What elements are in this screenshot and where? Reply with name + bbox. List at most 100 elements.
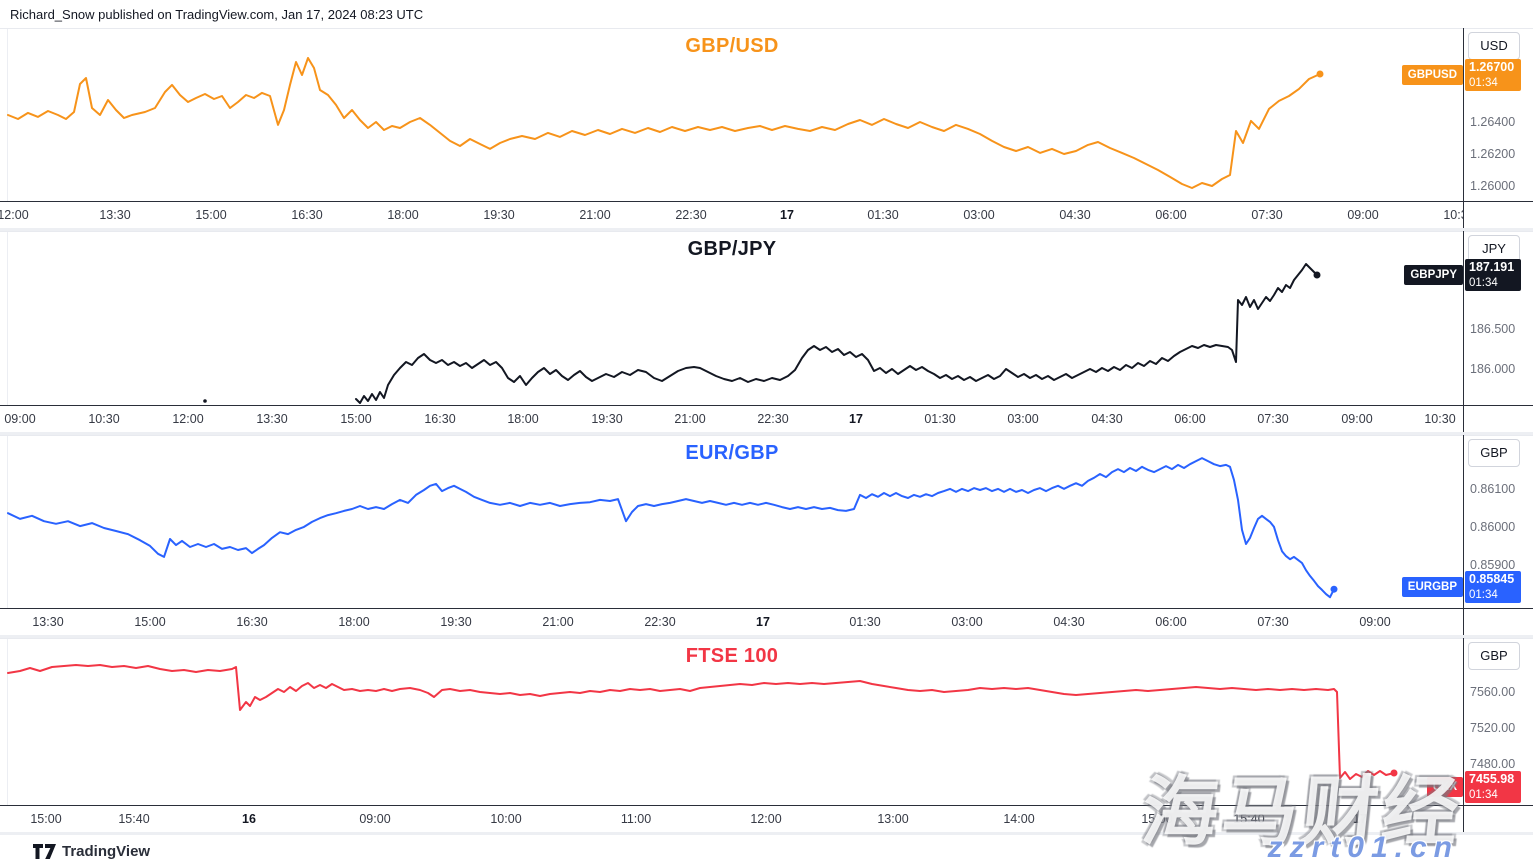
symbol-price-tag: UKX	[1426, 776, 1463, 797]
time-axis-label: 16:30	[424, 412, 456, 426]
last-price: 7455.98	[1469, 771, 1515, 786]
countdown-timer: 01:34	[1469, 788, 1498, 801]
time-axis-label: 16	[242, 812, 256, 826]
time-axis-label: 16:30	[291, 208, 323, 222]
price-axis-line	[1463, 638, 1464, 832]
time-axis-label: 10:30	[88, 412, 120, 426]
panel-gbpjpy: GBP/JPY 186.500 186.000 JPY GBPJPY 187.19…	[0, 231, 1533, 436]
time-axis-label: 13:30	[32, 615, 64, 629]
time-axis-label: 22:30	[757, 412, 789, 426]
currency-badge: GBP	[1468, 642, 1520, 670]
time-axis-label: 15:00	[134, 615, 166, 629]
time-axis-label: 10:30	[1424, 412, 1456, 426]
time-axis[interactable]: 15:00 15:40 16 09:00 10:00 11:00 12:00 13:00 14:…	[0, 805, 1533, 836]
last-price-tag: 0.85845 01:34	[1465, 570, 1521, 603]
time-axis-label: 14:00	[1003, 812, 1035, 826]
time-axis[interactable]: 12:00 13:30 15:00 16:30 18:00 19:30 21:00 22:30…	[0, 201, 1533, 232]
countdown-timer: 01:34	[1469, 77, 1498, 89]
time-axis-label: 22:30	[675, 208, 707, 222]
price-line-chart	[203, 263, 1321, 404]
chart-plot-area[interactable]: GBP/JPY 186.500 186.000 JPY GBPJPY 187.19…	[0, 231, 1533, 405]
price-axis-label: 7480.00	[1470, 757, 1516, 771]
time-axis-label: 01:30	[867, 208, 899, 222]
price-axis-label: 7520.00	[1470, 721, 1516, 735]
price-axis-line	[1463, 28, 1464, 228]
symbol-price-tag: EURGBP	[1401, 576, 1463, 597]
time-axis-label: 09:00	[1347, 208, 1379, 222]
price-axis-label: 186.000	[1470, 362, 1516, 376]
last-price-dot	[1313, 271, 1321, 279]
time-axis-label: 06:00	[1155, 615, 1187, 629]
price-line-chart	[7, 457, 1338, 599]
time-axis-label: 21:00	[674, 412, 706, 426]
last-price-dot	[1390, 769, 1398, 777]
price-axis-label: 1.26000	[1470, 179, 1516, 193]
panel-title: GBP/USD	[685, 35, 779, 57]
currency-badge: JPY	[1468, 235, 1520, 263]
time-axis[interactable]: 13:30 15:00 16:30 18:00 19:30 21:00 22:30 17 01:…	[0, 608, 1533, 639]
chart-plot-area[interactable]: FTSE 100 7560.00 7520.00 7480.00 GBP UKX 7…	[0, 638, 1533, 805]
currency-badge: GBP	[1468, 439, 1520, 467]
countdown-timer: 01:34	[1469, 588, 1498, 601]
price-axis-line	[1463, 435, 1464, 635]
time-axis-label: 01:30	[924, 412, 956, 426]
time-axis-label: 07:30	[1257, 412, 1289, 426]
time-axis-label: 07:30	[1251, 208, 1283, 222]
panel-title: FTSE 100	[685, 645, 779, 667]
chart-plot-area[interactable]: EUR/GBP 0.86100 0.86000 0.85900 GBP EURGBP…	[0, 435, 1533, 608]
time-axis-label: 06:00	[1174, 412, 1206, 426]
tradingview-logo-icon[interactable]	[33, 844, 56, 859]
last-price-tag: 1.26700 01:34	[1465, 59, 1521, 91]
time-axis-label: 19:30	[440, 615, 472, 629]
symbol-price-tag: GBPUSD	[1401, 65, 1463, 85]
symbol-price-tag: GBPJPY	[1404, 264, 1463, 285]
time-axis-label: 03:00	[1007, 412, 1039, 426]
price-axis-label: 0.85900	[1470, 558, 1516, 572]
time-axis-label: 07:30	[1257, 615, 1289, 629]
time-axis-label: 17	[849, 412, 863, 426]
countdown-timer: 01:34	[1469, 276, 1498, 289]
time-axis-label: 15:40	[118, 812, 150, 826]
price-axis-label: 186.500	[1470, 322, 1516, 336]
time-axis-labels: 12:00 13:30 15:00 16:30 18:00 19:30 21:00 22:30…	[0, 202, 1464, 228]
publish-header: Richard_Snow published on TradingView.co…	[0, 0, 1533, 28]
time-axis-label: 21:00	[542, 615, 574, 629]
time-axis-label: 18:00	[507, 412, 539, 426]
time-axis-label: 09:00	[1359, 615, 1391, 629]
panel-eurgbp: EUR/GBP 0.86100 0.86000 0.85900 GBP EURGBP…	[0, 435, 1533, 639]
time-axis-label: 01:30	[849, 615, 881, 629]
time-axis-label: 11:00	[620, 812, 652, 826]
price-axis-label: 0.86100	[1470, 482, 1516, 496]
time-axis-labels: 09:00 10:30 12:00 13:30 15:00 16:30 18:00 19:30…	[0, 406, 1464, 432]
time-axis-label: 04:30	[1091, 412, 1123, 426]
time-axis-label: 12:00	[172, 412, 204, 426]
price-axis-label: 7560.00	[1470, 685, 1516, 699]
time-axis[interactable]: 09:00 10:30 12:00 13:30 15:00 16:30 18:00 19:30…	[0, 405, 1533, 436]
watermark-site-url: zzrt01.cn	[1267, 831, 1459, 864]
last-price-tag: 7455.98 01:34	[1465, 770, 1521, 803]
last-price-dot	[1316, 70, 1324, 78]
time-axis-label: 13:30	[256, 412, 288, 426]
time-axis-label: 18:00	[387, 208, 419, 222]
time-axis-label: 09:00	[359, 812, 391, 826]
time-axis-labels: 15:00 15:40 16 09:00 10:00 11:00 12:00 13:00 14:…	[0, 806, 1464, 832]
price-axis-label: 1.26400	[1470, 115, 1516, 129]
isolated-data-point	[203, 399, 207, 403]
time-axis-label: 04:30	[1053, 615, 1085, 629]
tradingview-brand-text[interactable]: TradingView	[62, 843, 151, 860]
time-axis-label: 17	[780, 208, 794, 222]
last-price: 0.85845	[1469, 571, 1515, 586]
time-axis-label: 18:00	[338, 615, 370, 629]
time-axis-label: 09:00	[4, 412, 36, 426]
time-axis-label: 04:30	[1059, 208, 1091, 222]
time-axis-label: 13:30	[99, 208, 131, 222]
panel-title: EUR/GBP	[685, 442, 779, 464]
time-axis-label: 17	[1353, 812, 1367, 826]
time-axis-label: 17	[756, 615, 770, 629]
time-axis-label: 19:30	[483, 208, 515, 222]
time-axis-label: 22:30	[644, 615, 676, 629]
panel-ftse100: FTSE 100 7560.00 7520.00 7480.00 GBP UKX 7…	[0, 638, 1533, 836]
last-price-dot	[1330, 585, 1338, 593]
time-axis-label: 15:00	[30, 812, 62, 826]
